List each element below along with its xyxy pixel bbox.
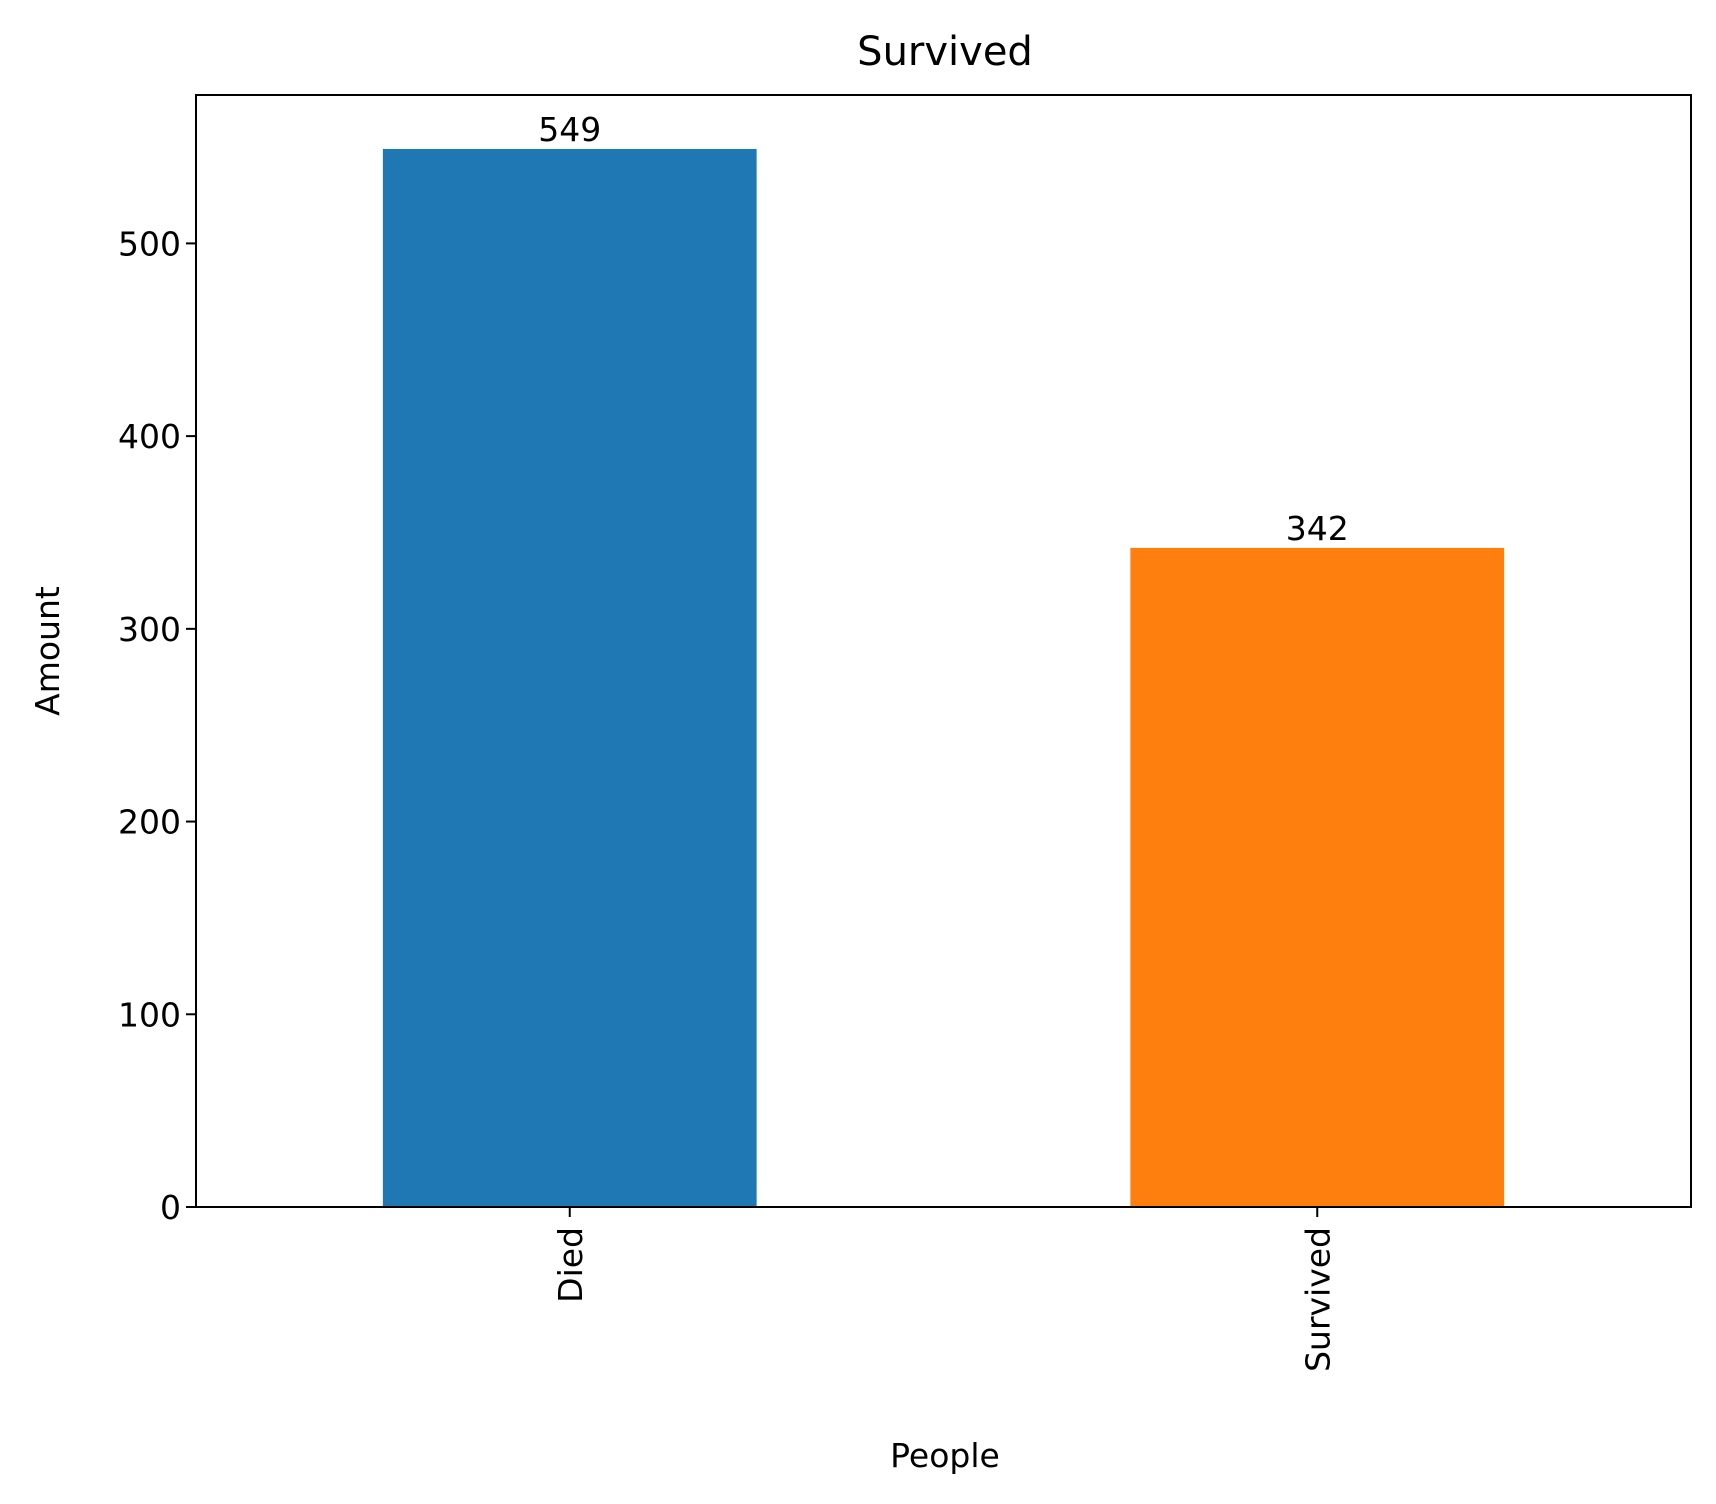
y-tick-label-300: 300 bbox=[118, 610, 181, 649]
x-tick-label-survived: Survived bbox=[1298, 1227, 1337, 1372]
bar-survived bbox=[1130, 547, 1505, 1207]
y-tick-label-200: 200 bbox=[118, 803, 181, 842]
chart-title: Survived bbox=[857, 29, 1033, 75]
y-tick-label-0: 0 bbox=[160, 1188, 181, 1227]
x-axis-label: People bbox=[890, 1436, 1000, 1475]
x-tick-label-died: Died bbox=[551, 1227, 590, 1303]
bar-died bbox=[382, 148, 757, 1207]
data-label-survived: 342 bbox=[1286, 509, 1349, 548]
plot-area: 549 Died 342 Survived 0 100 200 300 400 500 bbox=[118, 94, 1692, 1372]
data-label-died: 549 bbox=[538, 110, 601, 149]
y-tick-label-400: 400 bbox=[118, 417, 181, 456]
y-axis-label: Amount bbox=[28, 586, 67, 716]
plot-frame bbox=[195, 94, 1692, 1208]
y-tick-label-100: 100 bbox=[118, 995, 181, 1034]
y-tick-label-500: 500 bbox=[118, 224, 181, 263]
